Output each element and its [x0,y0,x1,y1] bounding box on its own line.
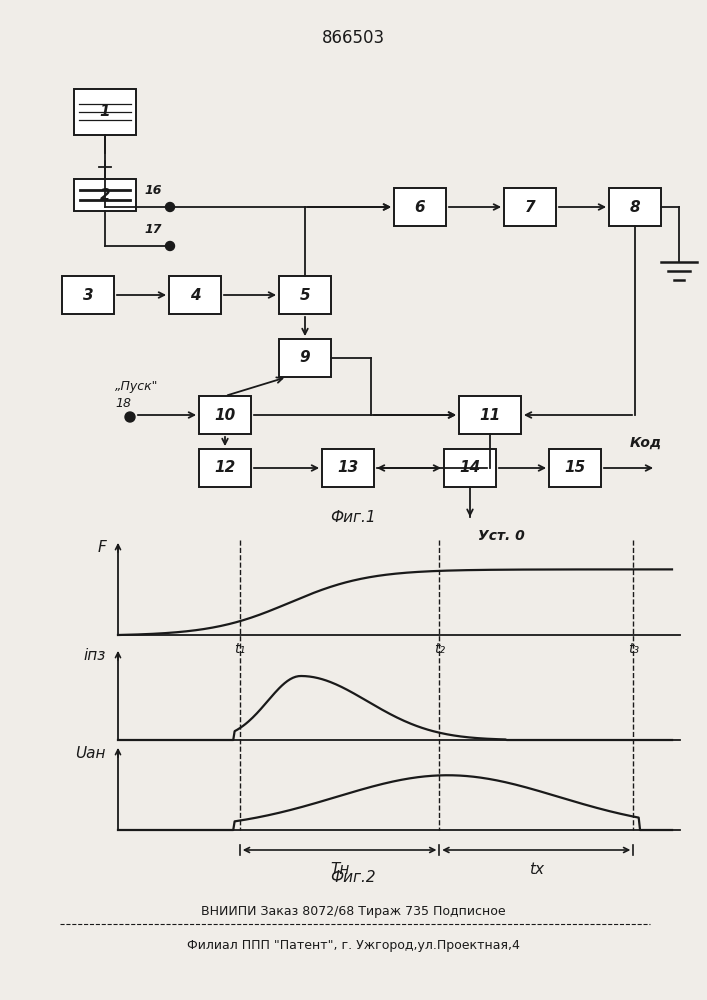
Text: 13: 13 [337,460,358,476]
Text: 3: 3 [83,288,93,302]
Circle shape [165,241,175,250]
Text: 10: 10 [214,408,235,422]
Bar [279,276,331,314]
Text: 1: 1 [100,104,110,119]
Text: tх: tх [529,862,544,877]
Bar [394,188,446,226]
Bar [74,179,136,211]
Text: t₃: t₃ [628,642,639,656]
Text: 18: 18 [115,397,131,410]
Text: 16: 16 [144,184,162,197]
Text: Uан: Uан [76,746,106,760]
Text: 17: 17 [144,223,162,236]
Bar [62,276,114,314]
Text: iпз: iпз [83,648,106,664]
Text: Филиал ППП "Патент", г. Ужгород,ул.Проектная,4: Филиал ППП "Патент", г. Ужгород,ул.Проек… [187,938,520,952]
Text: 6: 6 [415,200,426,215]
Bar [549,449,601,487]
Text: Уст. 0: Уст. 0 [478,529,525,543]
Text: 866503: 866503 [322,29,385,47]
Bar [169,276,221,314]
Text: 2: 2 [100,188,110,202]
Text: 14: 14 [460,460,481,476]
Bar [322,449,374,487]
Bar [504,188,556,226]
Bar [199,396,251,434]
Bar [609,188,661,226]
Bar [279,339,331,377]
Text: 12: 12 [214,460,235,476]
Text: Фиг.2: Фиг.2 [330,870,376,886]
Text: Код: Код [630,436,662,450]
Bar [74,89,136,135]
Bar [444,449,496,487]
Text: Тн: Тн [330,862,349,877]
Text: 11: 11 [479,408,501,422]
Text: 7: 7 [525,200,535,215]
Text: Фиг.1: Фиг.1 [330,510,376,526]
Text: 15: 15 [564,460,585,476]
Text: 9: 9 [300,351,310,365]
Circle shape [125,412,135,422]
Text: „Пуск": „Пуск" [115,380,158,393]
Circle shape [165,202,175,212]
Bar [199,449,251,487]
Text: ВНИИПИ Заказ 8072/68 Тираж 735 Подписное: ВНИИПИ Заказ 8072/68 Тираж 735 Подписное [201,906,506,918]
Text: t₁: t₁ [234,642,245,656]
Text: 4: 4 [189,288,200,302]
Text: t₂: t₂ [434,642,445,656]
Bar [459,396,521,434]
Text: 8: 8 [630,200,641,215]
Text: F: F [98,540,106,556]
Text: 5: 5 [300,288,310,302]
